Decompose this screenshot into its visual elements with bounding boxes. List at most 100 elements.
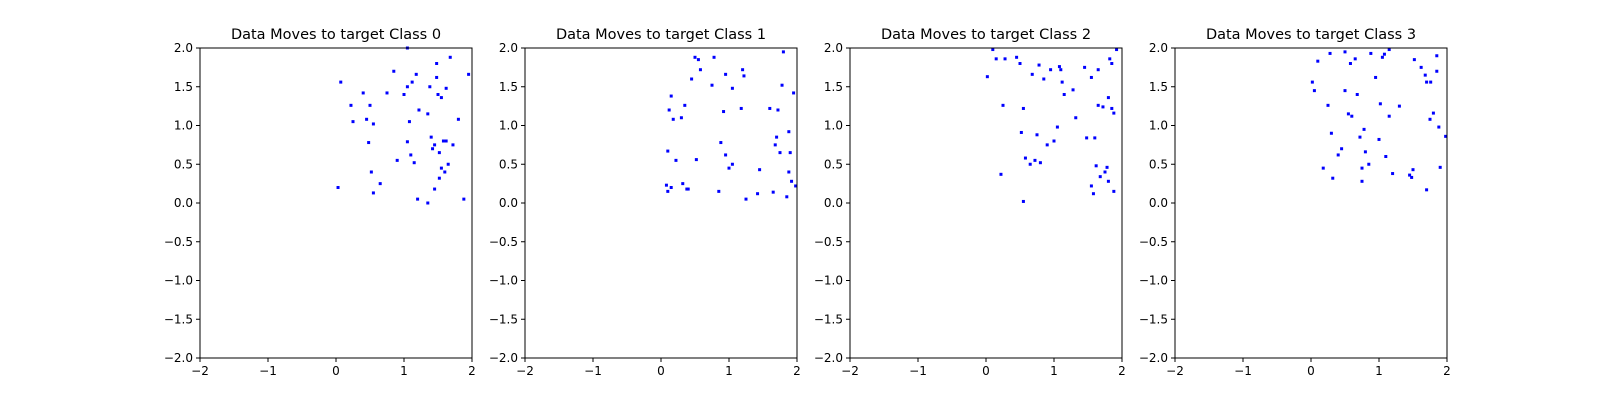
data-point <box>1019 130 1023 134</box>
data-point <box>378 182 382 186</box>
data-point <box>787 170 791 174</box>
data-point <box>444 139 448 143</box>
data-point <box>1055 125 1059 129</box>
data-point <box>1052 139 1056 143</box>
data-point <box>1369 51 1373 55</box>
data-point <box>681 182 685 186</box>
data-point <box>339 80 343 84</box>
data-point <box>1362 127 1366 131</box>
x-tick-label: 1 <box>1375 364 1383 378</box>
y-tick-label: −2.0 <box>489 351 518 365</box>
y-tick-label: 2.0 <box>1149 41 1168 55</box>
data-point <box>1018 62 1022 65</box>
data-point <box>1355 93 1359 96</box>
data-point <box>1343 89 1347 93</box>
data-point <box>790 179 794 183</box>
data-point <box>414 72 418 76</box>
data-point <box>999 172 1003 176</box>
data-point <box>1384 155 1388 158</box>
data-point <box>1093 136 1097 140</box>
data-point <box>1023 156 1027 160</box>
data-point <box>781 50 785 54</box>
data-point <box>1060 80 1064 84</box>
data-point <box>395 158 399 162</box>
data-point <box>667 108 671 112</box>
y-tick-label: 1.0 <box>499 119 518 133</box>
data-point <box>1312 89 1316 93</box>
data-point <box>428 85 432 89</box>
data-point <box>1015 55 1019 59</box>
data-point <box>666 189 670 193</box>
y-tick-label: 0.0 <box>174 196 193 210</box>
data-point <box>1101 105 1105 109</box>
data-point <box>369 170 373 174</box>
x-tick-label: 0 <box>1307 364 1315 378</box>
data-point <box>1110 62 1114 65</box>
data-point <box>1425 188 1429 192</box>
data-point <box>443 170 447 174</box>
data-point <box>1037 63 1041 67</box>
x-tick-label: −1 <box>1234 364 1252 378</box>
axes-frame <box>1174 47 1448 359</box>
data-point <box>744 197 748 201</box>
data-point <box>1045 143 1049 147</box>
data-point <box>433 143 437 147</box>
data-point <box>431 147 435 151</box>
data-point <box>1435 69 1439 73</box>
data-point <box>1435 54 1439 58</box>
x-tick-label: 2 <box>1443 364 1451 378</box>
data-point <box>1059 68 1063 72</box>
x-tick-label: 2 <box>793 364 801 378</box>
data-point <box>669 94 673 98</box>
data-point <box>698 68 702 72</box>
data-point <box>439 166 443 170</box>
data-point <box>1343 50 1347 54</box>
data-point <box>739 106 743 110</box>
data-point <box>1328 51 1332 55</box>
y-tick-label: −1.0 <box>1139 274 1168 288</box>
data-point <box>724 72 728 76</box>
data-point <box>994 57 998 61</box>
x-tick-label: 0 <box>982 364 990 378</box>
data-point <box>436 93 440 96</box>
data-point <box>1089 75 1093 79</box>
y-tick-label: 1.0 <box>174 119 193 133</box>
data-point <box>1423 73 1427 77</box>
subplot-title: Data Moves to target Class 2 <box>881 27 1091 43</box>
data-point <box>758 168 762 172</box>
data-point <box>1326 103 1330 107</box>
x-tick-label: 2 <box>1118 364 1126 378</box>
data-point <box>1106 179 1110 183</box>
data-point <box>1329 131 1333 135</box>
data-point <box>785 195 789 199</box>
data-point <box>361 91 365 95</box>
data-point <box>1049 68 1053 72</box>
data-point <box>467 72 471 76</box>
data-point <box>1425 80 1429 84</box>
data-point <box>1112 189 1116 193</box>
data-point <box>1089 184 1093 188</box>
data-point <box>412 161 416 165</box>
data-point <box>405 85 409 89</box>
x-tick-label: −2 <box>516 364 534 378</box>
data-point <box>437 151 441 155</box>
data-point <box>1331 176 1335 180</box>
x-tick-label: 1 <box>725 364 733 378</box>
data-point <box>435 62 439 65</box>
data-point <box>349 103 353 107</box>
data-point <box>1085 136 1089 140</box>
y-tick-label: 1.5 <box>824 80 843 94</box>
data-point <box>437 176 441 180</box>
data-point <box>1428 117 1432 121</box>
data-point <box>788 151 792 155</box>
data-point <box>780 83 784 87</box>
y-tick-label: 0.0 <box>824 196 843 210</box>
data-point <box>775 135 779 139</box>
y-tick-label: −1.0 <box>814 274 843 288</box>
data-point <box>690 77 694 81</box>
data-point <box>674 158 678 162</box>
data-point <box>696 58 700 62</box>
data-point <box>1412 58 1416 62</box>
data-point <box>985 75 989 79</box>
